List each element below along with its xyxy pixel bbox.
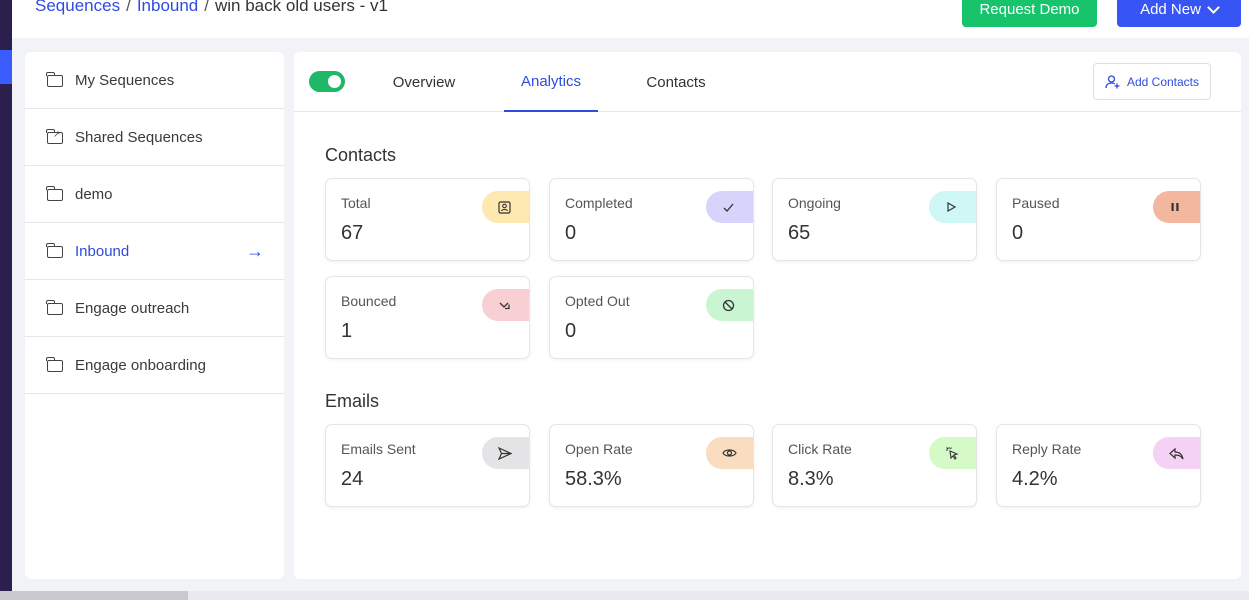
sidebar-item-label: demo <box>75 185 113 203</box>
scrollbar-thumb[interactable] <box>0 591 188 600</box>
reply-icon <box>1153 437 1200 469</box>
request-demo-button[interactable]: Request Demo <box>962 0 1097 27</box>
stat-value: 0 <box>565 222 577 244</box>
sidebar-item-engage-onboarding[interactable]: Engage onboarding <box>25 337 284 394</box>
arrow-right-icon: → <box>246 241 264 261</box>
tab-overview[interactable]: Overview <box>392 73 456 91</box>
stat-label: Reply Rate <box>1012 441 1082 457</box>
play-icon <box>929 191 976 223</box>
stat-value: 8.3% <box>788 468 834 490</box>
shared-folder-icon <box>46 129 63 144</box>
folder-icon <box>46 357 63 372</box>
stat-label: Completed <box>565 195 633 211</box>
folder-icon <box>46 186 63 201</box>
stat-value: 1 <box>341 320 353 342</box>
pause-icon <box>1153 191 1200 223</box>
sidebar-item-label: Inbound <box>75 242 130 260</box>
top-bar: Sequences / Inbound / win back old users - v… <box>12 0 1249 38</box>
sequences-sidebar: My Sequences Shared Sequences demo Inbou… <box>25 52 284 579</box>
stat-label: Opted Out <box>565 293 630 309</box>
stat-card-paused: Paused 0 <box>996 178 1201 261</box>
stat-card-click-rate: Click Rate 8.3% <box>772 424 977 507</box>
stat-label: Paused <box>1012 195 1060 211</box>
stat-card-total: Total 67 <box>325 178 530 261</box>
sequence-active-toggle[interactable] <box>309 71 345 92</box>
add-user-icon <box>1105 74 1120 88</box>
app-side-strip-active-marker <box>0 50 12 84</box>
add-new-label: Add New <box>1140 1 1201 18</box>
tab-contacts[interactable]: Contacts <box>646 73 706 91</box>
stat-card-bounced: Bounced 1 <box>325 276 530 359</box>
tab-bar: Overview Analytics Contacts Add Contacts <box>294 52 1241 112</box>
toggle-knob <box>328 75 341 88</box>
breadcrumb-sequences-link[interactable]: Sequences <box>35 0 121 15</box>
stat-card-open-rate: Open Rate 58.3% <box>549 424 754 507</box>
bounce-arrow-icon <box>482 289 529 321</box>
stat-card-completed: Completed 0 <box>549 178 754 261</box>
send-icon <box>482 437 529 469</box>
sequence-main-panel: Overview Analytics Contacts Add Contacts… <box>294 52 1241 579</box>
stat-card-opted-out: Opted Out 0 <box>549 276 754 359</box>
stat-value: 24 <box>341 468 364 490</box>
add-new-button[interactable]: Add New <box>1117 0 1241 27</box>
chevron-down-icon <box>1207 0 1220 14</box>
folder-icon <box>46 243 63 258</box>
request-demo-label: Request Demo <box>979 1 1080 18</box>
sidebar-item-engage-outreach[interactable]: Engage outreach <box>25 280 284 337</box>
sidebar-item-label: Engage outreach <box>75 299 190 317</box>
ban-icon <box>706 289 753 321</box>
tab-analytics[interactable]: Analytics <box>504 52 598 112</box>
sidebar-item-my-sequences[interactable]: My Sequences <box>25 52 284 109</box>
stat-card-ongoing: Ongoing 65 <box>772 178 977 261</box>
sidebar-item-label: My Sequences <box>75 71 175 89</box>
stat-label: Open Rate <box>565 441 633 457</box>
stat-value: 67 <box>341 222 364 244</box>
stat-value: 4.2% <box>1012 468 1058 490</box>
stat-label: Click Rate <box>788 441 852 457</box>
breadcrumb-inbound-link[interactable]: Inbound <box>136 0 199 15</box>
stat-card-emails-sent: Emails Sent 24 <box>325 424 530 507</box>
folder-icon <box>46 72 63 87</box>
horizontal-scrollbar[interactable] <box>0 591 1249 600</box>
stat-card-reply-rate: Reply Rate 4.2% <box>996 424 1201 507</box>
contact-card-icon <box>482 191 529 223</box>
stat-value: 0 <box>1012 222 1024 244</box>
emails-section-title: Emails <box>325 391 380 411</box>
contacts-section-title: Contacts <box>325 145 397 165</box>
sidebar-item-label: Shared Sequences <box>75 128 203 146</box>
add-contacts-label: Add Contacts <box>1126 74 1200 89</box>
sidebar-item-label: Engage onboarding <box>75 356 206 374</box>
app-side-strip <box>0 0 12 600</box>
folder-icon <box>46 300 63 315</box>
stat-label: Emails Sent <box>341 441 416 457</box>
sidebar-item-demo[interactable]: demo <box>25 166 284 223</box>
stat-value: 58.3% <box>565 468 622 490</box>
eye-icon <box>706 437 753 469</box>
stat-value: 0 <box>565 320 577 342</box>
stat-label: Total <box>341 195 371 211</box>
sidebar-item-shared-sequences[interactable]: Shared Sequences <box>25 109 284 166</box>
breadcrumb-separator: / <box>204 0 209 15</box>
stat-label: Bounced <box>341 293 397 309</box>
breadcrumb-separator: / <box>126 0 131 15</box>
add-contacts-button[interactable]: Add Contacts <box>1093 63 1211 100</box>
stat-label: Ongoing <box>788 195 841 211</box>
breadcrumb: Sequences / Inbound / win back old users - v… <box>35 0 388 16</box>
stat-value: 65 <box>788 222 811 244</box>
click-cursor-icon <box>929 437 976 469</box>
check-icon <box>706 191 753 223</box>
breadcrumb-current: win back old users - v1 <box>215 0 388 15</box>
sidebar-item-inbound[interactable]: Inbound → <box>25 223 284 280</box>
